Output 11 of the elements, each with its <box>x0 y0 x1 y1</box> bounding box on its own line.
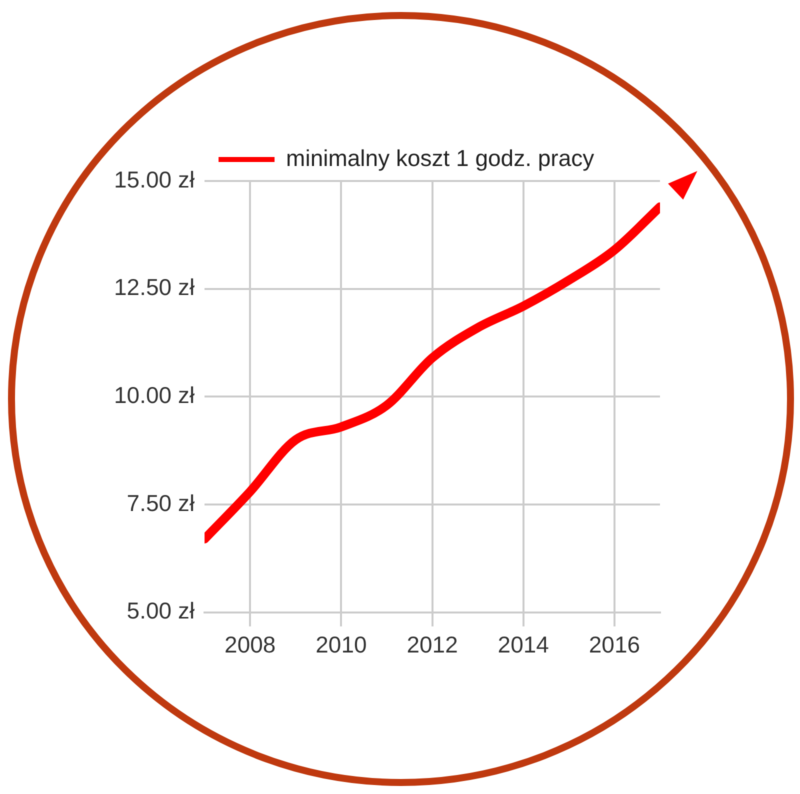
y-tick-label: 5.00 zł <box>126 598 195 624</box>
y-tick-label: 12.50 zł <box>114 274 195 300</box>
legend-label: minimalny koszt 1 godz. pracy <box>286 144 595 171</box>
x-tick-label: 2016 <box>588 632 640 658</box>
y-tick-label: 7.50 zł <box>126 490 195 516</box>
x-tick-label: 2008 <box>224 632 276 658</box>
x-tick-label: 2010 <box>316 632 367 658</box>
x-tick-label: 2014 <box>498 632 550 658</box>
y-tick-label: 10.00 zł <box>114 382 195 408</box>
x-tick-label: 2012 <box>406 632 458 658</box>
y-tick-label: 15.00 zł <box>114 166 195 192</box>
